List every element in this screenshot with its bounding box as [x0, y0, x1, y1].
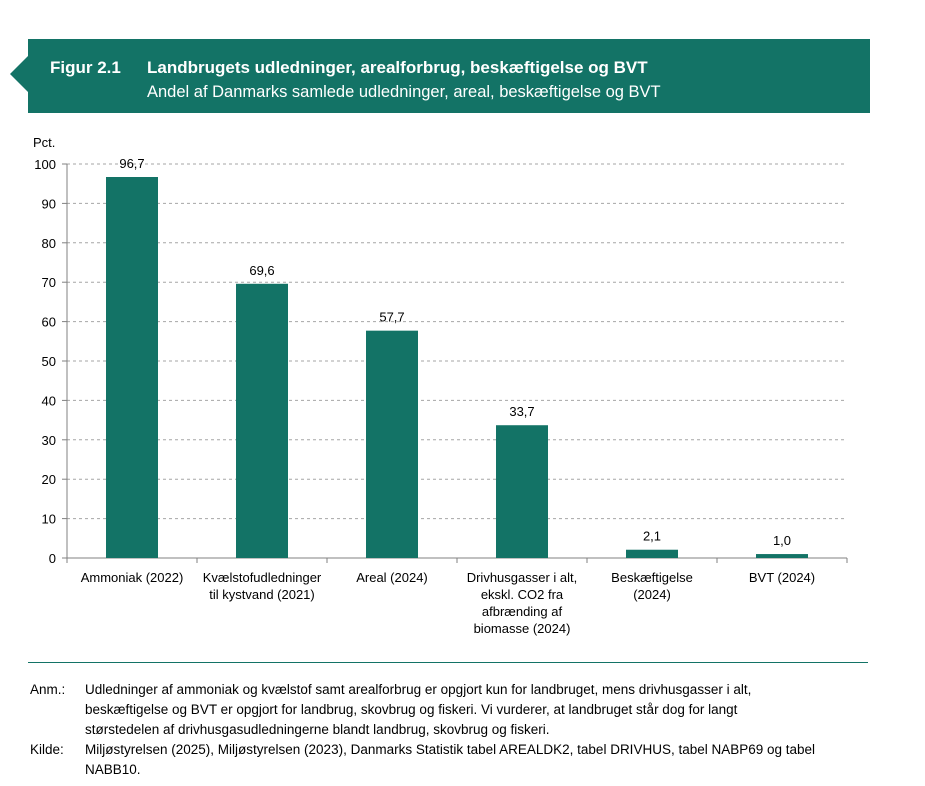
figure-number: Figur 2.1	[50, 58, 121, 77]
category-label: Drivhusgasser i alt,	[467, 570, 578, 585]
anm-label: Anm.:	[30, 682, 66, 697]
y-tick-label: 0	[49, 551, 56, 566]
bar	[626, 549, 678, 558]
category-label: afbrænding af	[482, 604, 563, 619]
figure-title: Landbrugets udledninger, arealforbrug, b…	[147, 58, 648, 77]
y-axis-unit-label: Pct.	[33, 135, 56, 150]
bar	[756, 554, 808, 558]
y-tick-label: 20	[42, 472, 56, 487]
kilde-label: Kilde:	[30, 742, 64, 757]
category-label: Kvælstofudledninger	[203, 570, 322, 585]
category-label: biomasse (2024)	[474, 621, 571, 636]
category-label: ekskl. CO2 fra	[481, 587, 564, 602]
anm-line-2: beskæftigelse og BVT er opgjort for land…	[85, 702, 738, 717]
y-tick-label: 10	[42, 512, 56, 527]
figure-subtitle: Andel af Danmarks samlede udledninger, a…	[147, 83, 661, 101]
y-tick-label: 30	[42, 433, 56, 448]
data-label: 33,7	[509, 404, 534, 419]
category-label: BVT (2024)	[749, 570, 815, 585]
figure-banner	[28, 39, 870, 113]
category-label: til kystvand (2021)	[209, 587, 315, 602]
data-label: 57,7	[379, 310, 404, 325]
bar	[106, 177, 158, 558]
bar	[496, 425, 548, 558]
y-tick-label: 60	[42, 315, 56, 330]
bar	[366, 330, 418, 558]
data-label: 69,6	[249, 263, 274, 278]
y-tick-label: 70	[42, 275, 56, 290]
category-label: Ammoniak (2022)	[81, 570, 184, 585]
bar	[236, 283, 288, 558]
data-label: 2,1	[643, 529, 661, 544]
y-tick-label: 40	[42, 393, 56, 408]
y-tick-label: 80	[42, 236, 56, 251]
notes-divider	[28, 662, 868, 663]
category-label: Beskæftigelse	[611, 570, 693, 585]
data-label: 1,0	[773, 533, 791, 548]
data-label: 96,7	[119, 156, 144, 171]
y-tick-label: 100	[34, 157, 56, 172]
anm-line-1: Udledninger af ammoniak og kvælstof samt…	[85, 682, 752, 697]
category-label: Areal (2024)	[356, 570, 428, 585]
banner-arrow	[10, 56, 28, 92]
anm-line-3: størstedelen af drivhusgasudledningerne …	[85, 722, 550, 737]
kilde-line-2: NABB10.	[85, 762, 141, 777]
category-label: (2024)	[633, 587, 671, 602]
y-tick-label: 50	[42, 354, 56, 369]
y-tick-label: 90	[42, 196, 56, 211]
bar-chart: 0 10 20 30 40 50 60 70 80 90 100 96,7 Ammoniak (2022…	[34, 156, 848, 636]
kilde-line-1: Miljøstyrelsen (2025), Miljøstyrelsen (2…	[85, 742, 816, 757]
